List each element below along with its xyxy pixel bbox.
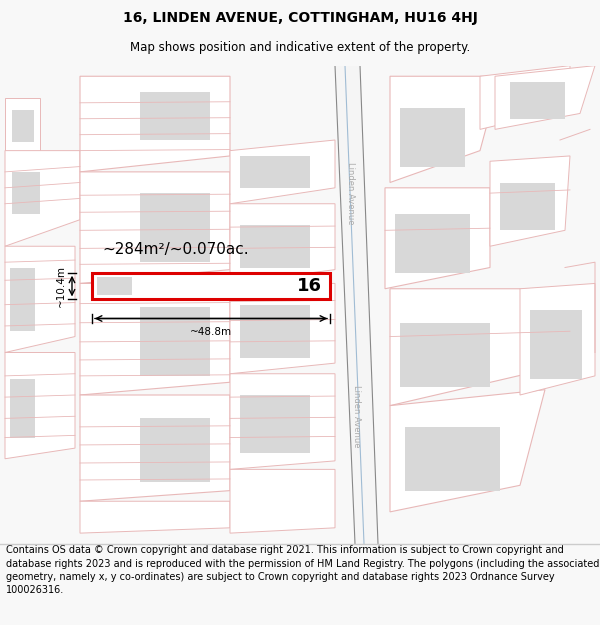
- Polygon shape: [230, 374, 335, 469]
- Bar: [400, 108, 465, 166]
- Text: Map shows position and indicative extent of the property.: Map shows position and indicative extent…: [130, 41, 470, 54]
- Text: Linden Avenue: Linden Avenue: [346, 162, 355, 224]
- Polygon shape: [230, 469, 335, 533]
- Bar: [240, 156, 310, 188]
- Polygon shape: [230, 140, 335, 204]
- Polygon shape: [5, 98, 40, 151]
- Polygon shape: [390, 289, 570, 406]
- Bar: [12, 172, 40, 214]
- Polygon shape: [495, 66, 595, 129]
- Text: 16: 16: [297, 277, 322, 295]
- Polygon shape: [92, 272, 330, 299]
- Polygon shape: [80, 284, 230, 395]
- Bar: [140, 92, 210, 140]
- Bar: [140, 307, 210, 376]
- Bar: [500, 182, 555, 230]
- Polygon shape: [390, 390, 545, 512]
- Polygon shape: [80, 395, 230, 501]
- Polygon shape: [520, 284, 595, 395]
- Polygon shape: [385, 188, 490, 289]
- Polygon shape: [230, 284, 335, 374]
- Text: 16, LINDEN AVENUE, COTTINGHAM, HU16 4HJ: 16, LINDEN AVENUE, COTTINGHAM, HU16 4HJ: [122, 11, 478, 26]
- Polygon shape: [390, 76, 500, 182]
- Bar: [405, 427, 500, 491]
- Bar: [248, 207, 273, 228]
- Bar: [240, 395, 310, 454]
- Bar: [530, 310, 582, 379]
- Text: Contains OS data © Crown copyright and database right 2021. This information is : Contains OS data © Crown copyright and d…: [6, 546, 599, 595]
- Polygon shape: [335, 66, 378, 544]
- Bar: [12, 110, 34, 142]
- Bar: [510, 81, 565, 119]
- Text: ~10.4m: ~10.4m: [56, 265, 66, 307]
- Polygon shape: [490, 156, 570, 246]
- Polygon shape: [80, 172, 230, 284]
- Bar: [251, 210, 269, 225]
- Polygon shape: [5, 246, 75, 352]
- Text: ~284m²/~0.070ac.: ~284m²/~0.070ac.: [102, 242, 248, 257]
- Polygon shape: [80, 76, 230, 172]
- Bar: [400, 322, 490, 386]
- Polygon shape: [230, 204, 335, 284]
- Polygon shape: [5, 151, 80, 246]
- Bar: [240, 304, 310, 358]
- Polygon shape: [80, 501, 230, 533]
- Bar: [395, 214, 470, 272]
- Bar: [10, 268, 35, 331]
- Polygon shape: [480, 66, 570, 129]
- Text: Linden Avenue: Linden Avenue: [353, 385, 361, 448]
- Bar: [10, 379, 35, 438]
- Bar: [240, 225, 310, 268]
- Bar: [140, 193, 210, 262]
- Polygon shape: [5, 352, 75, 459]
- Bar: [140, 418, 210, 482]
- Bar: [97, 277, 132, 295]
- Text: ~48.8m: ~48.8m: [190, 327, 232, 337]
